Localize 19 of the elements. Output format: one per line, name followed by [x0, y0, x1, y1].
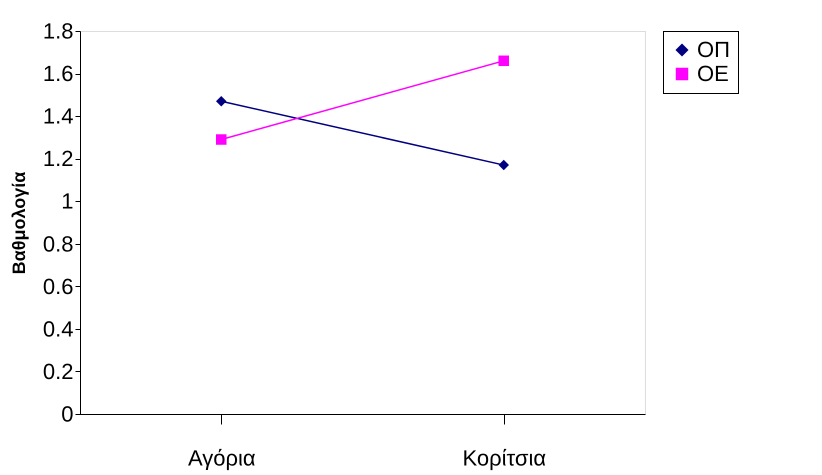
point — [216, 134, 226, 145]
y-axis-title: Βαθμολογία — [8, 172, 29, 274]
point — [498, 56, 509, 66]
point — [216, 96, 226, 106]
x-tick-label: Κορίτσια — [462, 446, 546, 470]
y-tick-label: 1 — [61, 188, 74, 214]
y-tick-label: 0.4 — [42, 316, 74, 342]
y-tick-label: 0 — [61, 402, 74, 426]
y-tick-label: 0.8 — [42, 231, 74, 256]
x-tick-label: Αγόρια — [188, 446, 256, 470]
point — [498, 160, 509, 170]
y-tick-label: 1.4 — [42, 104, 74, 129]
y-tick-label: 0.2 — [42, 358, 74, 384]
legend-label: ΟΕ — [697, 61, 729, 86]
y-tick-label: 1.8 — [42, 18, 74, 44]
legend-label: ΟΠ — [697, 37, 730, 62]
y-tick-label: 0.6 — [42, 274, 74, 299]
y-tick-label: 1.6 — [42, 61, 74, 86]
y-tick-label: 1.2 — [42, 146, 74, 172]
